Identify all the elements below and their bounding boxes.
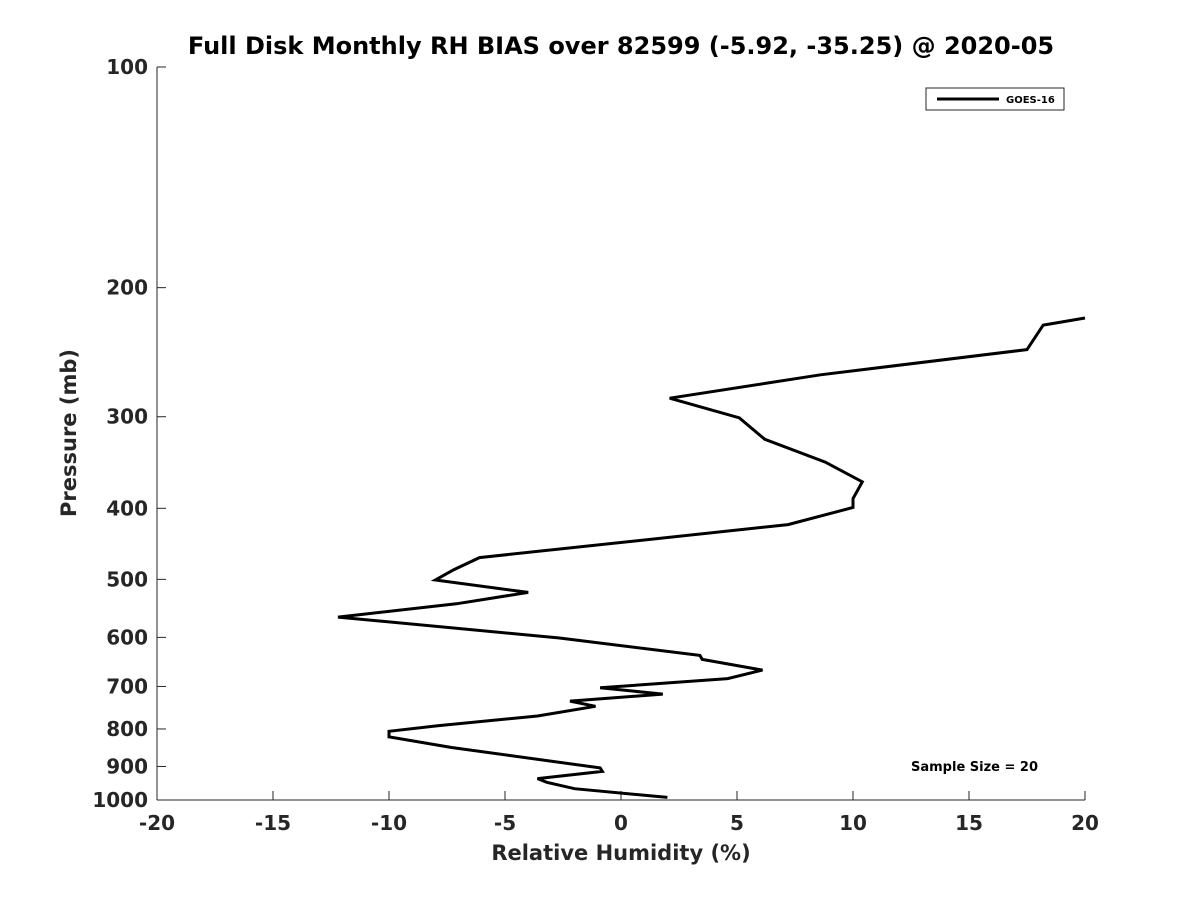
y-tick-label: 300 <box>106 405 148 429</box>
x-tick-label: -20 <box>139 811 175 835</box>
y-tick-label: 800 <box>106 717 148 741</box>
x-tick-label: -5 <box>494 811 516 835</box>
x-tick-label: 15 <box>955 811 983 835</box>
x-tick-label: -10 <box>371 811 407 835</box>
y-tick-label: 700 <box>106 674 148 698</box>
x-tick-label: 10 <box>839 811 867 835</box>
y-tick-label: 400 <box>106 496 148 520</box>
y-axis-label: Pressure (mb) <box>57 349 81 517</box>
legend-entry-goes-16: GOES-16 <box>1006 95 1055 106</box>
ticks: -20 -15 -10 -5 0 5 10 15 20 100 200 300 400 500 600 700… <box>92 55 1099 835</box>
chart-title: Full Disk Monthly RH BIAS over 82599 (-5… <box>188 32 1054 60</box>
series-line-goes-16 <box>337 316 1086 799</box>
sample-size-annotation: Sample Size = 20 <box>911 760 1038 775</box>
series-layer <box>337 316 1086 799</box>
x-tick-label: 20 <box>1071 811 1099 835</box>
x-tick-label: -15 <box>255 811 291 835</box>
y-tick-label: 900 <box>106 754 148 778</box>
y-tick-label: 1000 <box>92 788 148 812</box>
y-tick-label: 100 <box>106 55 148 79</box>
y-tick-label: 200 <box>106 276 148 300</box>
x-axis-label: Relative Humidity (%) <box>491 841 750 865</box>
x-tick-label: 5 <box>730 811 744 835</box>
y-tick-label: 600 <box>106 625 148 649</box>
legend: GOES-16 <box>925 87 1065 111</box>
y-tick-label: 500 <box>106 567 148 591</box>
x-tick-label: 0 <box>614 811 628 835</box>
